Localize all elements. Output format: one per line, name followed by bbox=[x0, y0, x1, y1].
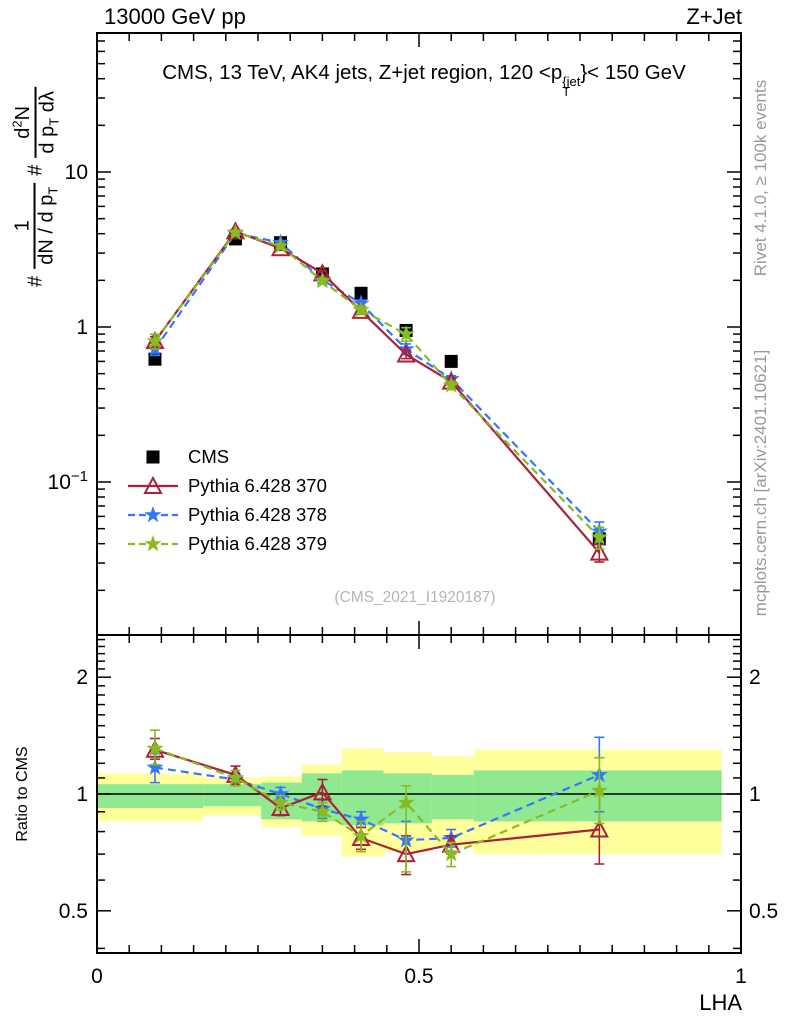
svg-text:2: 2 bbox=[749, 666, 761, 689]
svg-text:10: 10 bbox=[65, 161, 88, 184]
svg-text:2: 2 bbox=[76, 666, 88, 689]
main-y-axis-label: # 1 dN / d pT # d2N d pT dλ bbox=[10, 87, 62, 287]
legend-item-cms: CMS bbox=[127, 442, 327, 471]
svg-text:1: 1 bbox=[749, 783, 761, 806]
triangle-marker-icon bbox=[128, 475, 178, 494]
legend-label: Pythia 6.428 378 bbox=[188, 503, 327, 525]
rivet-version-credit: Rivet 4.1.0, ≥ 100k events bbox=[751, 79, 770, 277]
legend-label: Pythia 6.428 379 bbox=[188, 532, 327, 554]
process-title: Z+Jet bbox=[686, 4, 742, 29]
svg-text:0.5: 0.5 bbox=[59, 900, 88, 923]
legend-item-pythia-6-428-379: Pythia 6.428 379 bbox=[127, 529, 327, 558]
ratio-series-pythia-6-428-379 bbox=[146, 729, 608, 873]
axis-ticks bbox=[96, 33, 742, 953]
star-marker-icon bbox=[128, 534, 178, 551]
axis-tick-labels: 10 1 10−1 2 2 1 1 0.5 0.5 0 0.5 1 bbox=[48, 161, 779, 988]
svg-text:10−1: 10−1 bbox=[48, 468, 88, 494]
main-series-pythia-6-428-379 bbox=[146, 223, 608, 550]
analysis-watermark: (CMS_2021_I1920187) bbox=[334, 589, 496, 606]
ratio-y-axis-label: Ratio to CMS bbox=[14, 746, 31, 842]
legend-label: Pythia 6.428 370 bbox=[188, 474, 327, 496]
star-marker-icon bbox=[128, 505, 178, 522]
square-marker-icon bbox=[146, 450, 160, 463]
plot-title: CMS, 13 TeV, AK4 jets, Z+jet region, 120… bbox=[162, 61, 686, 99]
legend-item-pythia-6-428-370: Pythia 6.428 370 bbox=[127, 471, 327, 500]
x-axis-label: LHA bbox=[699, 990, 742, 1015]
svg-text:1: 1 bbox=[76, 316, 88, 339]
svg-text:0.5: 0.5 bbox=[404, 965, 433, 988]
svg-text:1: 1 bbox=[735, 965, 747, 988]
legend-item-pythia-6-428-378: Pythia 6.428 378 bbox=[127, 500, 327, 529]
legend: CMS Pythia 6.428 370 Pythia 6.428 378 Pythi… bbox=[127, 442, 327, 558]
beam-energy-title: 13000 GeV pp bbox=[104, 4, 246, 29]
svg-text:1: 1 bbox=[76, 783, 88, 806]
svg-text:0.5: 0.5 bbox=[749, 900, 778, 923]
legend-label: CMS bbox=[188, 445, 230, 467]
mcplots-credit: mcplots.cern.ch [arXiv:2401.10621] bbox=[751, 349, 770, 617]
svg-text:0: 0 bbox=[91, 965, 103, 988]
